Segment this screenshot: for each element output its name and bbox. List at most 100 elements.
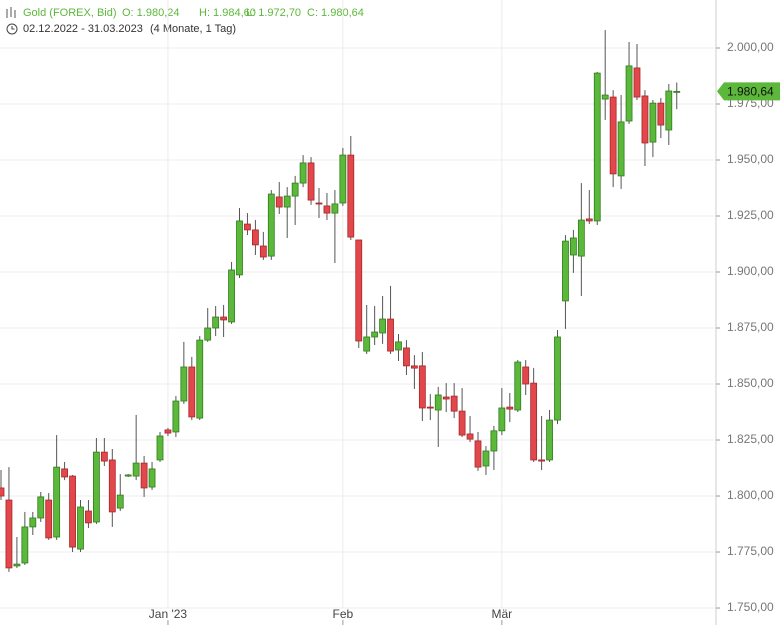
candle-body	[156, 435, 164, 461]
candle-body	[506, 406, 514, 410]
candle-body	[570, 237, 577, 256]
period: (4 Monate, 1 Tag)	[150, 23, 236, 35]
candle-body	[387, 318, 394, 352]
candle-body	[228, 269, 235, 323]
candle-body	[53, 466, 61, 538]
y-tick-label: 1.750,00	[727, 600, 774, 614]
candle-body	[124, 474, 132, 477]
candle-body	[61, 468, 68, 478]
x-tick-label: Jan '23	[149, 607, 188, 621]
candle-body	[37, 496, 45, 519]
candle-body	[339, 154, 347, 204]
header-close: C: 1.980,64	[307, 7, 364, 19]
y-tick-label: 1.925,00	[727, 208, 774, 222]
candle-body	[482, 450, 490, 467]
candle-body	[522, 366, 530, 385]
candle-body	[5, 499, 13, 569]
y-tick-label: 1.875,00	[727, 320, 774, 334]
header-open: O: 1.980,24	[122, 7, 180, 19]
candle-body	[244, 223, 251, 231]
candle-body	[347, 154, 355, 238]
candle-body	[93, 451, 100, 523]
candle-body	[593, 72, 601, 222]
candle-body	[267, 193, 275, 257]
candle-body	[657, 102, 665, 126]
candle-body	[410, 365, 418, 369]
header-high: H: 1.984,60	[199, 7, 256, 19]
candle-body	[546, 419, 553, 461]
candle-body	[140, 462, 148, 489]
candle-body	[85, 510, 92, 524]
clock-icon	[6, 23, 18, 35]
candle-body	[315, 202, 323, 205]
candle-body	[307, 162, 315, 201]
candle-body	[331, 203, 339, 214]
y-tick-label: 2.000,00	[727, 40, 774, 54]
candle-body	[458, 410, 466, 436]
candle-body	[299, 162, 307, 184]
candle-body	[601, 94, 609, 100]
candle-body	[371, 331, 379, 338]
candle-body	[132, 462, 140, 477]
candle-body	[379, 318, 387, 334]
candle-body	[100, 451, 108, 462]
candle-body	[665, 90, 673, 131]
candle-body	[450, 395, 458, 412]
candle-body	[275, 196, 283, 208]
header: Gold (FOREX, Bid) O: 1.980,24 H: 1.984,6…	[6, 7, 364, 35]
candle-body	[180, 366, 188, 402]
chart-icon	[6, 7, 16, 18]
header-low: L: 1.972,70	[246, 7, 301, 19]
candle-body	[474, 440, 482, 468]
candle-body	[188, 366, 196, 418]
candle-body	[649, 102, 657, 143]
candle-body	[212, 316, 220, 329]
candle-body	[418, 365, 426, 409]
candle-body	[538, 459, 545, 462]
candle-body	[530, 382, 538, 461]
candle-body	[323, 205, 331, 214]
candle-body	[585, 218, 593, 222]
candle-body	[554, 336, 561, 421]
candle-body	[251, 229, 259, 246]
candle-body	[442, 396, 450, 400]
candle-body	[395, 341, 402, 351]
candle-body	[164, 429, 172, 434]
candle-body	[69, 475, 76, 548]
candle-body	[514, 361, 522, 411]
candle-body	[426, 406, 434, 409]
candle-body	[116, 494, 124, 509]
candle-body	[363, 336, 371, 352]
candle-body	[673, 90, 681, 93]
candle-body	[617, 121, 625, 177]
candle-body	[236, 220, 243, 276]
chart-title: Gold (FOREX, Bid)	[23, 7, 117, 19]
y-tick-label: 1.800,00	[727, 488, 774, 502]
candle-body	[562, 240, 569, 302]
candle-body	[0, 487, 5, 497]
date-range: 02.12.2022 - 31.03.2023	[23, 23, 143, 35]
candle-body	[291, 182, 299, 197]
candle-body	[172, 400, 180, 433]
candle-body	[490, 430, 498, 452]
candle-body	[641, 95, 649, 144]
candle-body	[633, 67, 641, 98]
candle-body	[204, 327, 212, 341]
candle-body	[355, 239, 363, 342]
y-tick-label: 1.900,00	[727, 264, 774, 278]
candle-body	[108, 459, 116, 513]
x-tick-label: Mär	[492, 607, 513, 621]
y-tick-label: 1.850,00	[727, 376, 774, 390]
last-price-marker	[717, 82, 780, 101]
candle-body	[498, 407, 506, 432]
candle-body	[625, 65, 633, 122]
candle-body	[434, 394, 442, 411]
candle-body	[29, 517, 37, 528]
candle-body	[77, 506, 84, 550]
x-tick-label: Feb	[333, 607, 354, 621]
candle-body	[13, 563, 21, 567]
candle-body	[403, 347, 410, 367]
candle-body	[466, 433, 474, 440]
y-tick-label: 1.775,00	[727, 544, 774, 558]
